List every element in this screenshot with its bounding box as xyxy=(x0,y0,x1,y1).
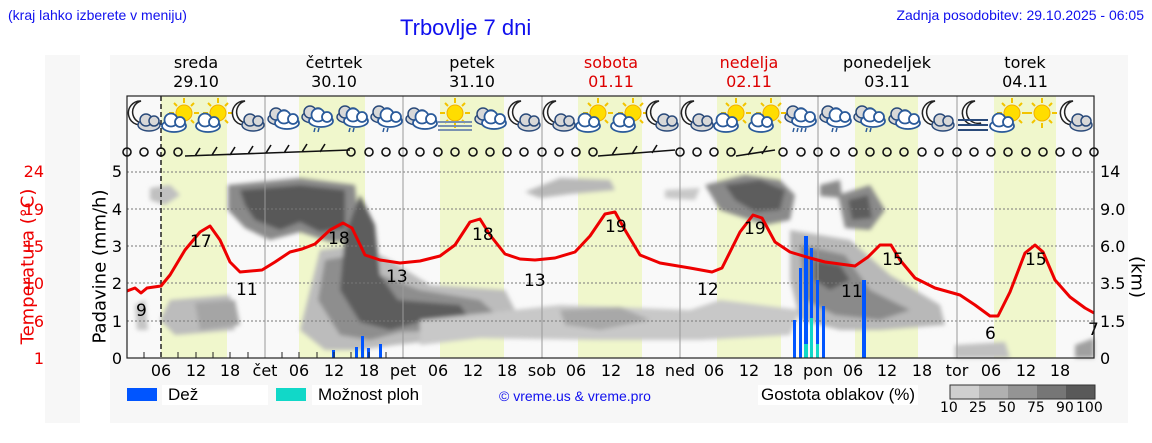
svg-text:18: 18 xyxy=(497,361,517,380)
svg-text:18: 18 xyxy=(912,361,932,380)
precip-tick: 1 xyxy=(111,312,122,331)
last-update: Zadnja posodobitev: 29.10.2025 - 06:05 xyxy=(896,7,1144,23)
x-minor-ticks xyxy=(143,352,387,358)
precip-tick: 0 xyxy=(111,349,122,368)
svg-text:06: 06 xyxy=(843,361,863,380)
x-axis-labels: 06 12 18 čet 06 12 18 pet 06 12 18 sob 06 12 18 ned … xyxy=(151,361,1070,380)
svg-text:12: 12 xyxy=(1016,361,1036,380)
temp-tick: 1 xyxy=(33,349,44,368)
svg-text:18: 18 xyxy=(472,225,494,245)
svg-text:čet: čet xyxy=(253,361,278,380)
page-title: Trbovlje 7 dni xyxy=(400,15,532,40)
svg-text:06: 06 xyxy=(289,361,309,380)
svg-text:pet: pet xyxy=(390,361,416,380)
svg-text:18: 18 xyxy=(220,361,240,380)
svg-text:18: 18 xyxy=(1050,361,1070,380)
svg-text:12: 12 xyxy=(697,280,719,300)
temp-tick: 10 xyxy=(23,274,44,293)
precip-tick: 4 xyxy=(111,200,122,219)
gridlines xyxy=(127,171,1094,322)
day-header-sat: sobota 01.11 xyxy=(583,53,639,91)
day-header-wed: sreda 29.10 xyxy=(173,53,219,91)
temp-tick: 24 xyxy=(23,162,44,181)
precip-tick: 3 xyxy=(111,237,122,256)
day-header-fri: petek 31.10 xyxy=(449,53,495,91)
shower-bars xyxy=(804,318,819,358)
svg-text:17: 17 xyxy=(190,232,212,252)
svg-text:ned: ned xyxy=(665,361,695,380)
svg-text:15: 15 xyxy=(1025,250,1047,270)
svg-text:18: 18 xyxy=(635,361,655,380)
cloud-density-scale xyxy=(949,384,1096,400)
svg-text:12: 12 xyxy=(324,361,344,380)
copyright-link[interactable]: © vreme.us & vreme.pro xyxy=(499,388,651,404)
cloud-height-tick: 1.5 xyxy=(1100,312,1126,331)
svg-text:06: 06 xyxy=(566,361,586,380)
svg-text:12: 12 xyxy=(739,361,759,380)
svg-text:18: 18 xyxy=(773,361,793,380)
day-header-mon: ponedeljek 03.11 xyxy=(843,53,931,91)
svg-text:18: 18 xyxy=(359,361,379,380)
cloud-density-label: Gostota oblakov (%) xyxy=(758,385,919,405)
svg-text:06: 06 xyxy=(981,361,1001,380)
svg-text:13: 13 xyxy=(386,267,408,287)
svg-text:06: 06 xyxy=(428,361,448,380)
svg-text:19: 19 xyxy=(605,217,627,237)
day-header-thu: četrtek 30.10 xyxy=(305,53,363,91)
svg-text:12: 12 xyxy=(463,361,483,380)
precip-tick: 2 xyxy=(111,274,122,293)
svg-text:11: 11 xyxy=(236,280,258,300)
cloud-height-tick: 14 xyxy=(1100,162,1121,181)
svg-text:11: 11 xyxy=(841,282,863,302)
cloud-height-tick: 6.0 xyxy=(1100,237,1126,256)
svg-text:6: 6 xyxy=(985,324,996,344)
location-menu-hint: (kraj lahko izberete v meniju) xyxy=(8,7,187,23)
temperature-axis-panel xyxy=(45,55,80,423)
cloud-density-layer xyxy=(135,175,1094,358)
wind-row xyxy=(122,143,1099,157)
svg-text:12: 12 xyxy=(877,361,897,380)
svg-text:12: 12 xyxy=(601,361,621,380)
svg-text:sob: sob xyxy=(528,361,556,380)
precip-tick: 5 xyxy=(111,162,122,181)
svg-text:06: 06 xyxy=(704,361,724,380)
svg-text:15: 15 xyxy=(882,250,904,270)
svg-text:12: 12 xyxy=(186,361,206,380)
svg-text:19: 19 xyxy=(744,219,766,239)
temp-tick: 6 xyxy=(33,312,44,331)
temp-tick: 15 xyxy=(23,237,44,256)
temp-tick: 19 xyxy=(23,200,44,219)
temperature-line xyxy=(126,210,1095,318)
cloud-height-tick: 3.5 xyxy=(1100,274,1126,293)
temperature-labels: 9 17 11 18 13 18 13 19 12 19 11 15 6 15 … xyxy=(136,217,1099,344)
rain-legend-swatch xyxy=(127,388,157,401)
cloud-height-tick: 9.0 xyxy=(1100,200,1126,219)
svg-text:13: 13 xyxy=(524,271,546,291)
cloud-height-tick: 0 xyxy=(1100,349,1111,368)
svg-text:pon: pon xyxy=(803,361,833,380)
svg-text:9: 9 xyxy=(136,301,147,321)
svg-text:18: 18 xyxy=(328,229,350,249)
rain-legend-label: Dež xyxy=(162,385,268,405)
svg-text:06: 06 xyxy=(151,361,171,380)
showers-legend-label: Možnost ploh xyxy=(312,385,422,405)
svg-text:tor: tor xyxy=(946,361,969,380)
day-header-sun: nedelja 02.11 xyxy=(719,53,779,91)
showers-legend-swatch xyxy=(276,388,306,401)
day-header-tue: torek 04.11 xyxy=(1002,53,1048,91)
